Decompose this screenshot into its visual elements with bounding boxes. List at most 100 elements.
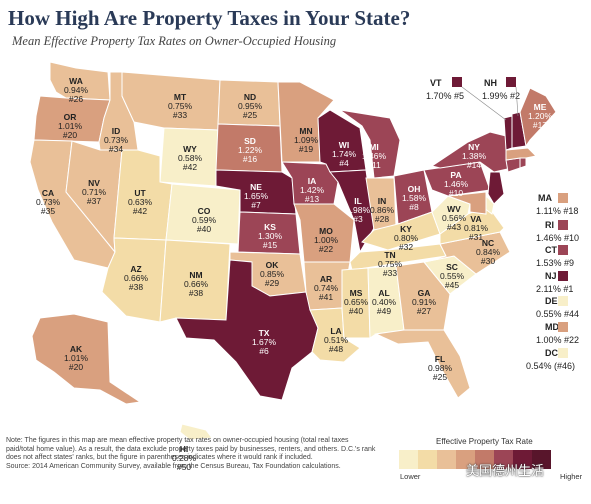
state-label-WY-rank: #42	[183, 162, 197, 172]
state-label-SD-abbr: SD	[244, 136, 256, 146]
state-label-WA-abbr: WA	[69, 76, 83, 86]
state-label-CO-rate: 0.59%	[192, 215, 217, 225]
state-label-AL-rank: #49	[377, 306, 391, 316]
legend-color-scale	[399, 450, 551, 469]
state-label-OR-rank: #20	[63, 130, 77, 140]
state-label-NV-rank: #37	[87, 196, 101, 206]
svg-text:MD: MD	[545, 322, 559, 332]
state-label-IN-rate: 0.86%	[370, 205, 395, 215]
state-label-AK-abbr: AK	[70, 344, 83, 354]
state-label-GA-abbr: GA	[418, 288, 431, 298]
state-label-WY-abbr: WY	[183, 144, 197, 154]
state-label-TX-abbr: TX	[259, 328, 270, 338]
svg-text:1.46% #10: 1.46% #10	[536, 233, 579, 243]
svg-text:0.55% #44: 0.55% #44	[536, 309, 579, 319]
state-NJ[interactable]	[487, 171, 505, 205]
state-label-TN-rank: #33	[383, 268, 397, 278]
footnote-source: Source: 2014 American Community Survey, …	[6, 462, 341, 470]
state-ME[interactable]	[519, 87, 557, 148]
state-label-HI-abbr: HI	[180, 444, 189, 454]
state-label-TX-rank: #6	[259, 346, 269, 356]
state-label-OK-abbr: OK	[266, 260, 280, 270]
state-label-MT-abbr: MT	[174, 92, 187, 102]
state-WV[interactable]	[431, 195, 471, 235]
legend-low-label: Lower	[400, 472, 421, 481]
state-AK[interactable]	[31, 313, 142, 405]
svg-text:NJ: NJ	[545, 271, 557, 281]
state-label-MN-rate: 1.09%	[294, 135, 319, 145]
callout-VT-abbr: VT	[430, 78, 442, 88]
svg-text:1.11% #18: 1.11% #18	[536, 206, 578, 216]
state-label-NY-rank: #14	[467, 160, 481, 170]
svg-text:0.54% (#46): 0.54% (#46)	[526, 361, 575, 371]
state-label-UT-abbr: UT	[134, 188, 146, 198]
callout-NH-abbr: NH	[484, 78, 497, 88]
state-VT[interactable]	[503, 115, 513, 151]
state-label-KY-rate: 0.80%	[394, 233, 419, 243]
state-MS[interactable]	[341, 267, 371, 339]
state-MA[interactable]	[505, 147, 538, 161]
state-label-GA-rate: 0.91%	[412, 297, 437, 307]
state-label-ID-rank: #34	[109, 144, 123, 154]
state-label-MI-rate: 1.46%	[362, 151, 387, 161]
state-label-TN-rate: 0.75%	[378, 259, 403, 269]
state-label-MI-abbr: MI	[369, 142, 378, 152]
state-MD[interactable]	[447, 191, 487, 215]
legend-swatch-5	[475, 450, 494, 469]
svg-text:1.53% #9: 1.53% #9	[536, 258, 574, 268]
state-label-KS-abbr: KS	[264, 222, 276, 232]
side-callout-DC: DC 0.54% (#46)	[526, 348, 575, 371]
svg-text:1.00% #22: 1.00% #22	[536, 335, 579, 345]
state-label-WI-rank: #4	[339, 158, 349, 168]
state-MI[interactable]	[339, 109, 401, 179]
callout-line-NH	[515, 86, 519, 117]
state-label-NM-abbr: NM	[189, 270, 202, 280]
side-callout-DE: DE 0.55% #44	[536, 296, 579, 319]
callout-line-VT	[461, 86, 507, 121]
side-callout-MA: MA 1.11% #18	[536, 193, 578, 216]
state-label-TX-rate: 1.67%	[252, 337, 277, 347]
state-GA[interactable]	[395, 261, 451, 331]
state-RI[interactable]	[519, 157, 527, 169]
svg-text:DC: DC	[545, 348, 558, 358]
state-label-AR-abbr: AR	[320, 274, 332, 284]
state-label-HI-rank: #50	[177, 462, 191, 472]
state-label-FL-abbr: FL	[435, 354, 445, 364]
state-label-ID-rate: 0.73%	[104, 135, 129, 145]
state-label-IN-rank: #28	[375, 214, 389, 224]
state-label-AL-abbr: AL	[378, 288, 389, 298]
state-label-IL-rate: 1.98%	[346, 205, 371, 215]
state-label-WV-rank: #43	[447, 222, 461, 232]
state-label-MT-rank: #33	[173, 110, 187, 120]
state-TX[interactable]	[175, 259, 319, 401]
footnote: Note: The figures in this map are mean e…	[6, 437, 378, 471]
state-label-AR-rank: #41	[319, 292, 333, 302]
state-label-MN-abbr: MN	[299, 126, 312, 136]
legend-swatch-8	[532, 450, 551, 469]
state-label-PA-rank: #10	[449, 188, 463, 198]
state-label-IA-rate: 1.42%	[300, 185, 325, 195]
state-label-WY-rate: 0.58%	[178, 153, 203, 163]
legend-swatch-3	[437, 450, 456, 469]
state-label-UT-rank: #42	[133, 206, 147, 216]
state-label-NE-abbr: NE	[250, 182, 262, 192]
state-label-NV-abbr: NV	[88, 178, 100, 188]
state-label-MT-rate: 0.75%	[168, 101, 193, 111]
state-NC[interactable]	[423, 231, 511, 275]
state-label-OR-rate: 1.01%	[58, 121, 83, 131]
state-HI[interactable]	[179, 423, 213, 441]
state-label-MO-abbr: MO	[319, 226, 333, 236]
state-FL[interactable]	[374, 329, 471, 399]
state-label-SC-abbr: SC	[446, 262, 458, 272]
state-label-NM-rank: #38	[189, 288, 203, 298]
side-callout-CT: CT 1.53% #9	[536, 245, 574, 268]
state-label-IA-abbr: IA	[308, 176, 317, 186]
state-label-MO-rank: #22	[319, 244, 333, 254]
state-label-NV-rate: 0.71%	[82, 187, 107, 197]
side-callout-NJ: NJ 2.11% #1	[536, 271, 573, 294]
state-label-CO-abbr: CO	[198, 206, 211, 216]
state-label-ID-abbr: ID	[112, 126, 121, 136]
state-label-MS-rate: 0.65%	[344, 297, 369, 307]
svg-text:RI: RI	[545, 220, 554, 230]
map-subtitle: Mean Effective Property Tax Rates on Own…	[12, 34, 337, 48]
